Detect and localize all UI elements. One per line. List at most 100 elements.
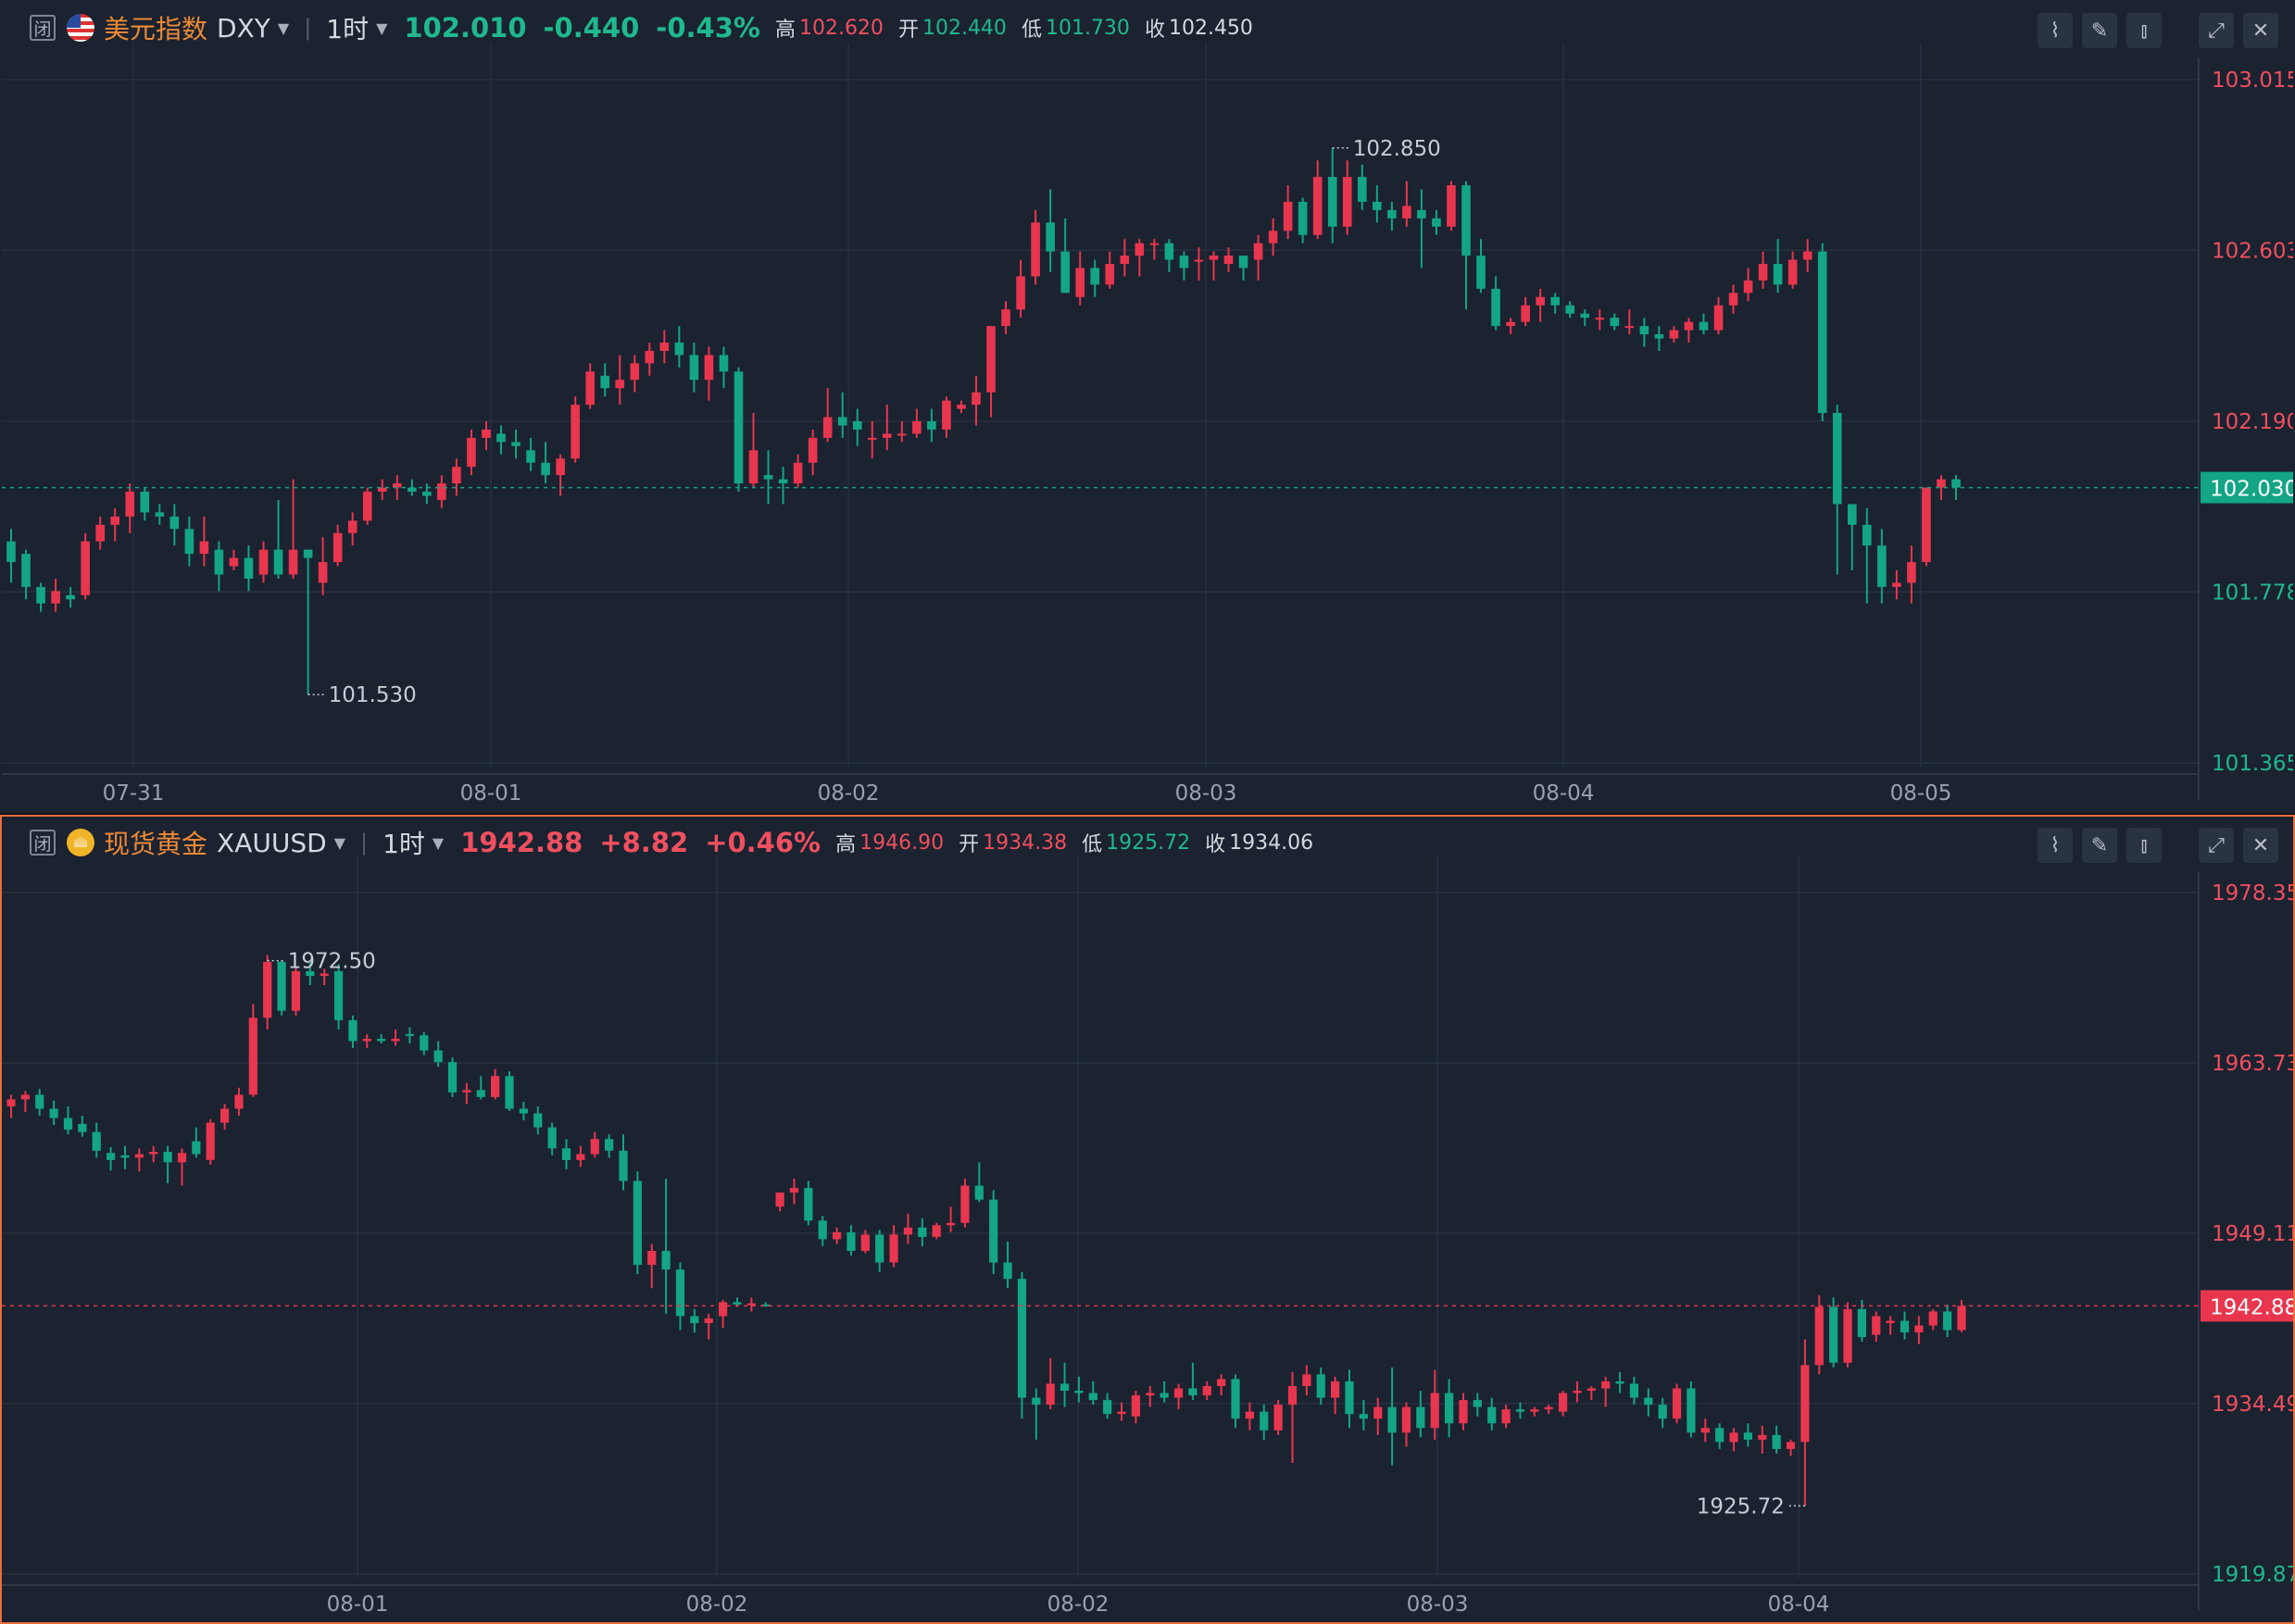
candle-body[interactable] — [600, 375, 610, 389]
candle-body[interactable] — [1829, 1306, 1838, 1363]
candle-body[interactable] — [1610, 318, 1620, 327]
candle-body[interactable] — [63, 1118, 73, 1131]
candle-body[interactable] — [392, 483, 402, 488]
candle-body[interactable] — [1536, 296, 1545, 306]
candle-body[interactable] — [20, 1094, 30, 1100]
candle-body[interactable] — [496, 433, 506, 443]
candle-body[interactable] — [1461, 185, 1471, 256]
candle-body[interactable] — [1728, 293, 1738, 306]
candle-body[interactable] — [1179, 256, 1189, 269]
candle-body[interactable] — [318, 562, 328, 583]
candle-body[interactable] — [1017, 1279, 1027, 1398]
candle-body[interactable] — [1046, 1383, 1055, 1405]
candle-body[interactable] — [78, 1123, 87, 1132]
candle-body[interactable] — [1580, 313, 1590, 319]
candle-body[interactable] — [804, 1188, 813, 1221]
candle-body[interactable] — [1164, 243, 1174, 260]
candle-body[interactable] — [377, 1038, 386, 1042]
candle-body[interactable] — [1416, 1406, 1425, 1429]
candle-body[interactable] — [1238, 256, 1248, 269]
candle-body[interactable] — [1857, 1308, 1867, 1338]
candle-body[interactable] — [192, 1141, 201, 1155]
candle-body[interactable] — [860, 1234, 870, 1252]
candle-body[interactable] — [674, 343, 684, 356]
indicator-icon[interactable]: ⌇ — [2038, 828, 2073, 863]
candle-body[interactable] — [1713, 305, 1724, 331]
candle-body[interactable] — [1832, 413, 1842, 505]
candle-body[interactable] — [897, 433, 907, 436]
candle-body[interactable] — [1135, 243, 1145, 256]
candle-body[interactable] — [1060, 1383, 1070, 1392]
candle-body[interactable] — [1327, 177, 1337, 227]
candle-body[interactable] — [547, 1127, 557, 1149]
candle-body[interactable] — [852, 421, 862, 430]
candle-body[interactable] — [248, 1018, 257, 1095]
candle-body[interactable] — [1430, 1393, 1439, 1429]
candle-body[interactable] — [1699, 321, 1709, 331]
candle-type-icon[interactable]: ⫾ — [2126, 13, 2162, 48]
candle-body[interactable] — [110, 516, 120, 525]
candle-body[interactable] — [1639, 326, 1649, 335]
candle-body[interactable] — [932, 1225, 941, 1237]
chevron-down-icon[interactable]: ▼ — [432, 833, 445, 852]
candle-body[interactable] — [1316, 1374, 1325, 1398]
candle-body[interactable] — [1521, 305, 1530, 322]
candle-body[interactable] — [1951, 479, 1961, 488]
candle-body[interactable] — [347, 520, 357, 533]
candle-body[interactable] — [1459, 1400, 1468, 1424]
candle-body[interactable] — [1312, 177, 1323, 235]
candle-body[interactable] — [719, 1302, 728, 1317]
candle-body[interactable] — [659, 343, 670, 351]
candle-body[interactable] — [793, 462, 803, 484]
candle-body[interactable] — [95, 524, 105, 542]
candle-body[interactable] — [277, 961, 286, 1011]
candle-body[interactable] — [590, 1139, 599, 1155]
candle-body[interactable] — [288, 549, 298, 575]
candle-body[interactable] — [1103, 1400, 1112, 1415]
candle-body[interactable] — [332, 532, 343, 563]
candle-body[interactable] — [1544, 1406, 1553, 1410]
candle-body[interactable] — [377, 487, 387, 493]
candle-body[interactable] — [1188, 1388, 1198, 1396]
candle-body[interactable] — [1173, 1388, 1184, 1398]
candle-body[interactable] — [1090, 268, 1100, 285]
candle-body[interactable] — [36, 586, 45, 604]
candle-body[interactable] — [1900, 1320, 1910, 1333]
candle-body[interactable] — [1417, 209, 1426, 219]
candle-body[interactable] — [408, 487, 417, 493]
candle-body[interactable] — [1194, 259, 1204, 262]
candle-body[interactable] — [704, 355, 714, 381]
candle-body[interactable] — [35, 1094, 44, 1109]
candle-body[interactable] — [1160, 1393, 1169, 1398]
candle-body[interactable] — [206, 1122, 215, 1160]
candle-body[interactable] — [647, 1251, 657, 1266]
candle-body[interactable] — [533, 1113, 543, 1128]
candle-body[interactable] — [605, 1139, 614, 1151]
candle-body[interactable] — [1550, 296, 1560, 306]
candle-body[interactable] — [1003, 1262, 1012, 1280]
candle-body[interactable] — [1800, 1365, 1810, 1443]
candle-body[interactable] — [1684, 321, 1694, 331]
chevron-down-icon[interactable]: ▼ — [376, 19, 388, 37]
candle-body[interactable] — [1032, 1397, 1041, 1405]
candle-body[interactable] — [1615, 1380, 1624, 1384]
panel-divider[interactable] — [0, 813, 2295, 815]
candle-body[interactable] — [1669, 330, 1679, 339]
candle-body[interactable] — [1743, 280, 1753, 294]
candle-body[interactable] — [49, 1108, 58, 1118]
candle-body[interactable] — [433, 1050, 443, 1063]
candle-body[interactable] — [734, 371, 744, 484]
candle-body[interactable] — [120, 1155, 130, 1158]
candle-body[interactable] — [1515, 1409, 1525, 1412]
candle-body[interactable] — [1359, 1414, 1368, 1419]
close-icon[interactable]: ✕ — [2243, 828, 2278, 863]
candle-body[interactable] — [1729, 1432, 1738, 1443]
candle-body[interactable] — [482, 429, 491, 438]
candle-body[interactable] — [303, 549, 313, 558]
candle-body[interactable] — [1773, 264, 1783, 285]
candle-body[interactable] — [960, 1185, 970, 1223]
candle-body[interactable] — [675, 1269, 685, 1317]
candle-body[interactable] — [1644, 1397, 1653, 1405]
instrument-name[interactable]: 现货黄金 — [104, 829, 208, 859]
candle-body[interactable] — [1074, 1391, 1084, 1393]
